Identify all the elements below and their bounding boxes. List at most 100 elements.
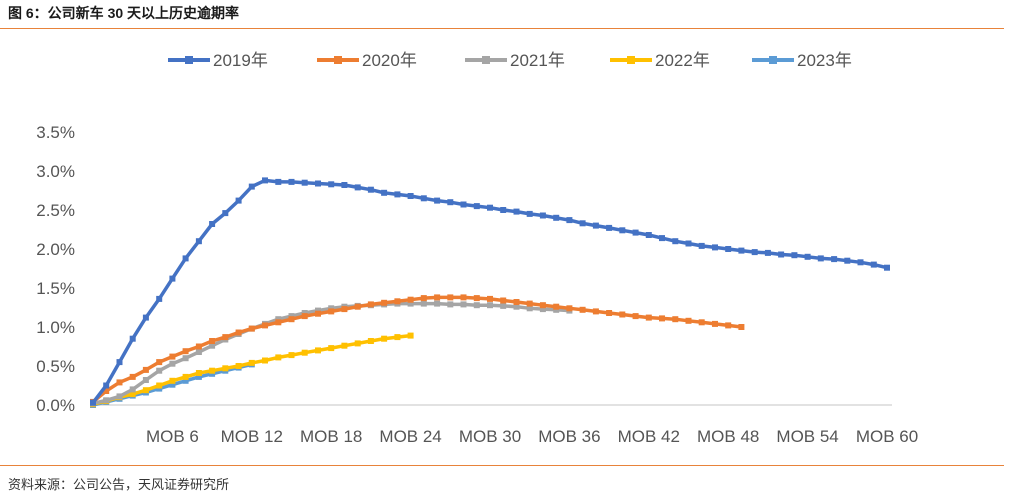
- data-point: [884, 264, 890, 271]
- data-point: [142, 314, 149, 321]
- data-point: [579, 306, 586, 313]
- data-point: [698, 319, 705, 326]
- source-note: 资料来源：公司公告，天风证券研究所: [8, 477, 230, 492]
- data-point: [381, 189, 388, 196]
- data-point: [473, 295, 480, 302]
- data-point: [659, 235, 665, 242]
- data-point: [169, 353, 176, 360]
- data-point: [301, 179, 308, 186]
- data-point: [592, 222, 599, 229]
- series-layer: [90, 177, 890, 408]
- data-point: [209, 370, 216, 377]
- data-point: [354, 340, 361, 347]
- data-point: [156, 295, 163, 302]
- data-point: [209, 367, 216, 374]
- data-point: [328, 308, 335, 315]
- data-point: [328, 305, 335, 312]
- data-point: [195, 349, 202, 355]
- data-point: [539, 306, 546, 313]
- data-point: [182, 377, 189, 384]
- data-point: [553, 306, 560, 313]
- data-point: [592, 308, 599, 315]
- data-point: [381, 299, 388, 306]
- data-point: [116, 379, 123, 386]
- data-point: [248, 183, 255, 190]
- data-point: [460, 201, 467, 208]
- data-point: [394, 191, 401, 198]
- series-line: [91, 295, 742, 404]
- y-tick-label: 0.5%: [36, 357, 75, 376]
- data-point: [804, 253, 811, 260]
- data-point: [487, 302, 493, 309]
- data-point: [129, 335, 136, 342]
- y-tick-label: 3.5%: [36, 123, 75, 142]
- data-point: [182, 255, 189, 262]
- data-point: [579, 220, 586, 227]
- y-tick-label: 2.0%: [36, 240, 75, 259]
- data-point: [407, 300, 414, 307]
- data-point: [182, 348, 189, 355]
- data-point: [169, 275, 176, 282]
- data-point: [367, 301, 374, 308]
- y-tick-label: 2.5%: [36, 201, 75, 220]
- data-point: [738, 247, 745, 254]
- x-tick-label: MOB 48: [697, 427, 759, 446]
- data-point: [222, 334, 229, 341]
- data-point: [394, 334, 401, 341]
- x-tick-label: MOB 18: [300, 427, 362, 446]
- data-point: [129, 391, 136, 398]
- legend-item: 2020年: [317, 51, 417, 70]
- data-point: [262, 322, 268, 329]
- data-point: [606, 224, 613, 231]
- data-point: [142, 387, 149, 394]
- legend-item: 2022年: [610, 51, 710, 70]
- data-point: [500, 297, 507, 304]
- data-point: [606, 310, 613, 316]
- data-point: [288, 178, 295, 185]
- data-point: [195, 373, 202, 380]
- data-point: [288, 352, 295, 359]
- data-point: [447, 199, 454, 206]
- data-point: [142, 377, 149, 383]
- y-tick-label: 1.0%: [36, 318, 75, 337]
- data-point: [500, 302, 507, 309]
- data-point: [566, 217, 573, 224]
- data-point: [473, 302, 480, 309]
- data-point: [341, 342, 348, 349]
- data-point: [645, 232, 652, 238]
- data-point: [367, 338, 374, 344]
- data-point: [209, 342, 216, 349]
- bottom-divider: [0, 465, 1004, 466]
- data-point: [632, 313, 639, 320]
- data-point: [129, 373, 136, 380]
- data-point: [513, 299, 520, 305]
- data-point: [315, 310, 321, 317]
- data-point: [182, 355, 189, 362]
- data-point: [288, 316, 295, 323]
- data-point: [420, 295, 427, 302]
- data-point: [407, 296, 414, 303]
- data-point: [434, 300, 441, 307]
- data-point: [169, 381, 176, 388]
- x-tick-label: MOB 24: [379, 427, 441, 446]
- data-point: [262, 357, 268, 364]
- y-tick-label: 0.0%: [36, 396, 75, 415]
- data-point: [619, 227, 626, 234]
- x-tick-label: MOB 60: [856, 427, 918, 446]
- legend-item: 2019年: [168, 51, 268, 70]
- legend-item: 2021年: [465, 51, 565, 70]
- data-point: [182, 373, 189, 380]
- x-tick-label: MOB 12: [221, 427, 283, 446]
- data-point: [526, 210, 533, 217]
- data-point: [725, 246, 732, 252]
- data-point: [142, 366, 149, 373]
- data-point: [553, 303, 560, 310]
- data-point: [513, 208, 520, 215]
- data-point: [659, 315, 665, 322]
- data-point: [434, 197, 441, 204]
- data-point: [539, 302, 546, 309]
- data-point: [341, 306, 348, 313]
- data-point: [354, 303, 361, 310]
- data-point: [288, 313, 295, 320]
